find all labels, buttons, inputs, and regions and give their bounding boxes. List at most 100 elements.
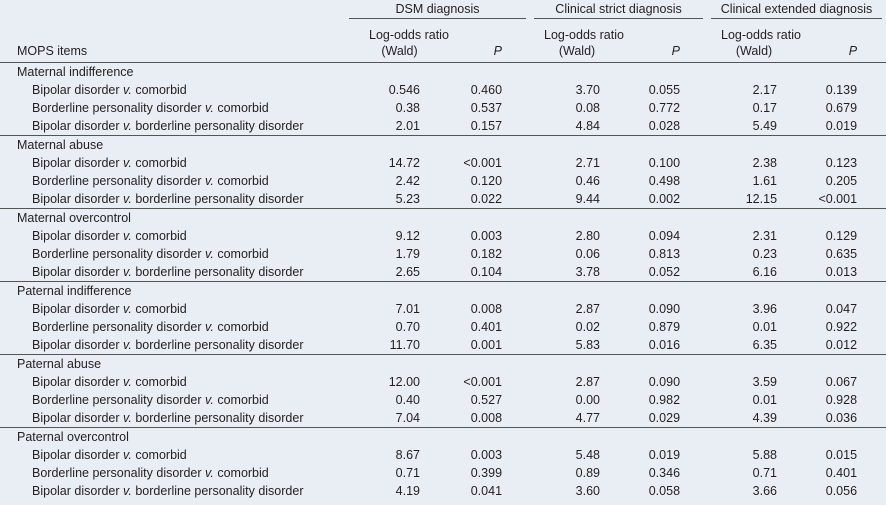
empty-cell xyxy=(707,281,788,300)
value-cell: 14.72 xyxy=(388,156,420,170)
data-row: Bipolar disorder v. borderline personality… xyxy=(0,409,886,428)
data-row: Bipolar disorder v. comorbid 7.01 0.008 2.87 0… xyxy=(0,300,886,318)
group-title: DSM diagnosis xyxy=(349,0,527,19)
value-cell: 1.61 xyxy=(752,174,778,188)
value-cell: 0.123 xyxy=(825,156,858,170)
value-cell: 2.80 xyxy=(575,229,601,243)
value-cell: 2.87 xyxy=(575,375,601,389)
value-cell: 2.87 xyxy=(575,302,601,316)
col-header: Log-odds ratio xyxy=(721,28,801,42)
comparison: Bipolar disorder v. comorbid xyxy=(0,227,345,245)
value-cell: 0.090 xyxy=(648,375,681,389)
comparison: Borderline personality disorder v. comorbi… xyxy=(0,318,345,336)
value-cell: 6.35 xyxy=(752,338,778,352)
empty-cell xyxy=(345,135,430,154)
value-cell: 0.38 xyxy=(395,101,420,115)
comparison-part: Bipolar disorder xyxy=(32,302,120,316)
value-cell: 0.055 xyxy=(648,83,681,97)
comparison: Borderline personality disorder v. comorbi… xyxy=(0,391,345,409)
comparison-part: v. xyxy=(123,484,132,498)
comparison-part: comorbid xyxy=(135,302,187,316)
comparison-part: comorbid xyxy=(135,448,187,462)
empty-cell xyxy=(345,427,430,446)
group-header: DSM diagnosis xyxy=(345,0,530,19)
value-cell: 2.65 xyxy=(395,265,420,279)
data-row: Borderline personality disorder v. comorbi… xyxy=(0,391,886,409)
comparison-part: Borderline personality disorder xyxy=(32,466,202,480)
data-row: Bipolar disorder v. comorbid 0.546 0.460 3.70… xyxy=(0,81,886,99)
comparison-part: Borderline personality disorder xyxy=(32,320,202,334)
value-cell: 0.71 xyxy=(752,466,778,480)
empty-cell xyxy=(610,281,708,300)
comparison: Borderline personality disorder v. comorbi… xyxy=(0,464,345,482)
comparison-part: borderline personality disorder xyxy=(135,192,304,206)
comparison-part: borderline personality disorder xyxy=(135,484,304,498)
empty-cell xyxy=(610,62,708,81)
comparison-part: v. xyxy=(123,83,132,97)
comparison-part: Bipolar disorder xyxy=(32,229,120,243)
section-row: Paternal indifference xyxy=(0,281,886,300)
section-title: Paternal overcontrol xyxy=(0,427,345,446)
value-cell: 0.71 xyxy=(395,466,420,480)
value-cell: 0.70 xyxy=(395,320,420,334)
comparison-part: Borderline personality disorder xyxy=(32,247,202,261)
comparison-part: borderline personality disorder xyxy=(135,338,304,352)
value-cell: 0.01 xyxy=(752,393,778,407)
value-cell: 0.036 xyxy=(825,411,858,425)
comparison-part: v. xyxy=(123,119,132,133)
empty-cell xyxy=(787,208,886,227)
col-header: (Wald) xyxy=(345,43,430,63)
comparison-part: comorbid xyxy=(217,320,269,334)
value-cell: <0.001 xyxy=(818,192,858,206)
comparison: Bipolar disorder v. borderline personality… xyxy=(0,263,345,282)
value-cell: 0.635 xyxy=(825,247,858,261)
empty-cell xyxy=(430,135,531,154)
section-row: Paternal abuse xyxy=(0,354,886,373)
empty-cell xyxy=(430,354,531,373)
value-cell: 0.012 xyxy=(825,338,858,352)
section-row: Maternal indifference xyxy=(0,62,886,81)
comparison: Borderline personality disorder v. comorbi… xyxy=(0,99,345,117)
data-row: Bipolar disorder v. borderline personality… xyxy=(0,190,886,209)
comparison-part: Bipolar disorder xyxy=(32,265,120,279)
section-title: Paternal indifference xyxy=(0,281,345,300)
comparison-part: Bipolar disorder xyxy=(32,375,120,389)
comparison-part: v. xyxy=(123,302,132,316)
comparison: Bipolar disorder v. comorbid xyxy=(0,300,345,318)
value-cell: 0.067 xyxy=(825,375,858,389)
value-cell: 0.205 xyxy=(825,174,858,188)
group-title: Clinical extended diagnosis xyxy=(711,0,883,19)
empty-cell xyxy=(530,427,611,446)
value-cell: 0.06 xyxy=(575,247,601,261)
value-cell: 0.772 xyxy=(648,101,681,115)
value-cell: 0.17 xyxy=(752,101,778,115)
empty-cell xyxy=(530,62,611,81)
value-cell: 5.88 xyxy=(752,448,778,462)
value-cell: 0.182 xyxy=(470,247,503,261)
section-row: Maternal overcontrol xyxy=(0,208,886,227)
empty-cell xyxy=(430,427,531,446)
data-row: Bipolar disorder v. borderline personality… xyxy=(0,117,886,136)
value-cell: 12.00 xyxy=(388,375,420,389)
comparison: Bipolar disorder v. comorbid xyxy=(0,81,345,99)
value-cell: 0.003 xyxy=(470,448,503,462)
empty-cell xyxy=(345,62,430,81)
comparison-part: comorbid xyxy=(217,247,269,261)
table-header: DSM diagnosis Clinical strict diagnosis … xyxy=(0,0,886,63)
comparison-part: comorbid xyxy=(217,466,269,480)
comparison-part: v. xyxy=(123,156,132,170)
table-body: Maternal indifference Bipolar disorder v. c… xyxy=(0,62,886,501)
empty-cell xyxy=(707,427,788,446)
value-cell: 0.527 xyxy=(470,393,503,407)
value-cell: 0.028 xyxy=(648,119,681,133)
data-row: Bipolar disorder v. comorbid 12.00 <0.001 2.8… xyxy=(0,373,886,391)
value-cell: 0.879 xyxy=(648,320,681,334)
comparison-part: v. xyxy=(205,320,214,334)
value-cell: 0.019 xyxy=(825,119,858,133)
empty-cell xyxy=(530,281,611,300)
comparison-part: borderline personality disorder xyxy=(135,411,304,425)
col-header: P xyxy=(610,43,708,63)
comparison-part: v. xyxy=(205,466,214,480)
value-cell: 0.46 xyxy=(575,174,601,188)
